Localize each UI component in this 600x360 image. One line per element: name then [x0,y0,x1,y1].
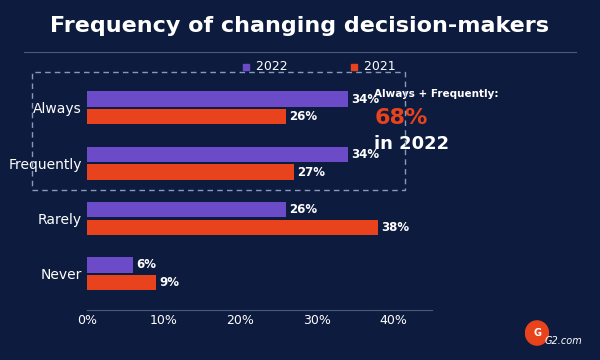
Bar [87,147,347,162]
Text: 34%: 34% [351,148,379,161]
Text: 26%: 26% [289,203,317,216]
Circle shape [526,321,548,345]
Bar [87,91,347,107]
Text: 9%: 9% [159,276,179,289]
Text: G2.com: G2.com [544,336,582,346]
Bar [87,257,133,273]
Text: 26%: 26% [289,110,317,123]
Text: G: G [533,328,541,338]
Text: 2021: 2021 [360,60,395,73]
Text: 68%: 68% [374,108,428,128]
Bar [87,220,379,235]
Text: 27%: 27% [297,166,325,179]
Text: 2022: 2022 [252,60,287,73]
Bar [87,202,286,217]
Text: in 2022: in 2022 [374,135,449,153]
Bar [87,109,286,125]
Text: 34%: 34% [351,93,379,105]
Bar [32,72,405,190]
Text: 38%: 38% [382,221,410,234]
Text: Frequency of changing decision-makers: Frequency of changing decision-makers [50,16,550,36]
Text: 6%: 6% [136,258,156,271]
Bar [87,164,294,180]
Bar [87,275,156,290]
Text: Always + Frequently:: Always + Frequently: [374,89,499,99]
